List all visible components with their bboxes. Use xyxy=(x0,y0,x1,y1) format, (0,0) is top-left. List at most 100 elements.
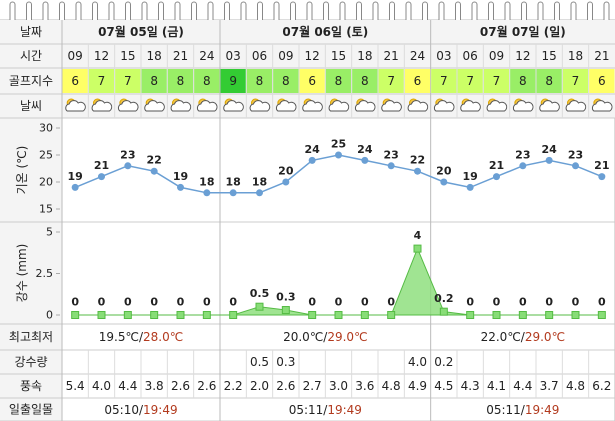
cloud-icon xyxy=(381,100,402,112)
y-tick-label: 30 xyxy=(39,122,53,135)
temp-label: 24 xyxy=(357,143,373,156)
golf-index: 6 xyxy=(308,74,316,88)
rain-label: 0 xyxy=(598,296,606,309)
golf-cell xyxy=(141,69,167,93)
temp-label: 24 xyxy=(305,143,321,156)
rain-point xyxy=(71,311,80,319)
y-axis-label: 강수 (mm) xyxy=(15,244,29,303)
time: 21 xyxy=(384,49,399,63)
row-label: 최고최저 xyxy=(9,330,53,344)
temp-point xyxy=(545,156,553,164)
sunrise: 05:11 xyxy=(289,403,324,417)
golf-index: 8 xyxy=(256,74,264,88)
temp-point xyxy=(256,189,263,197)
wind-speed: 2.0 xyxy=(250,379,269,393)
temp-point xyxy=(572,162,579,170)
sunset: 19:49 xyxy=(327,403,362,417)
golf-cell xyxy=(115,69,141,93)
rain-label: 0 xyxy=(229,296,237,309)
sunrise: 05:10 xyxy=(104,403,139,417)
min-max: 20.0℃/29.0℃ xyxy=(283,330,367,344)
golf-cell xyxy=(325,69,352,93)
temp-point xyxy=(387,162,395,170)
cloud-icon xyxy=(275,100,297,112)
max: 28.0℃ xyxy=(143,330,183,344)
temp-label: 23 xyxy=(384,148,399,161)
cloud-icon xyxy=(591,100,613,112)
rain-point xyxy=(334,311,343,319)
rain-label: 0 xyxy=(335,296,343,309)
min-max: 22.0℃/29.0℃ xyxy=(481,330,565,344)
time: 24 xyxy=(199,49,214,63)
rain-label: 0 xyxy=(177,296,185,309)
golf-cell xyxy=(352,69,378,93)
temp-label: 24 xyxy=(542,143,558,156)
cloud-icon xyxy=(223,100,244,112)
golf-cell xyxy=(562,69,589,93)
rain-label: 0 xyxy=(150,296,158,309)
rain-point xyxy=(545,311,554,319)
golf-index: 9 xyxy=(229,74,237,88)
rain-label: 0 xyxy=(493,296,501,309)
temp-point xyxy=(124,162,132,170)
golf-cell xyxy=(483,69,510,93)
sep: / xyxy=(521,403,526,417)
wind-speed: 2.6 xyxy=(276,379,295,393)
golf-cell xyxy=(194,69,220,93)
wind-speed: 3.7 xyxy=(540,379,559,393)
rain-point xyxy=(492,311,501,319)
date: 07월 07일 (일) xyxy=(480,24,566,39)
golf-cell xyxy=(273,69,299,93)
wind-speed: 4.8 xyxy=(382,379,401,393)
golf-index: 8 xyxy=(545,74,553,88)
cloud-icon xyxy=(328,100,350,112)
cloud-icon xyxy=(512,100,534,112)
temp-point xyxy=(598,173,606,181)
temp-label: 23 xyxy=(568,148,583,161)
temp-point xyxy=(440,178,448,186)
golf-index: 7 xyxy=(124,74,132,88)
sep: / xyxy=(139,330,144,344)
sun-times: 05:10/19:49 xyxy=(104,403,177,417)
rain-amount: 0.5 xyxy=(250,355,269,369)
golf-cell xyxy=(404,69,431,93)
temp-label: 19 xyxy=(463,170,478,183)
sep: / xyxy=(521,330,526,344)
sun-times: 05:11/19:49 xyxy=(486,403,559,417)
rain-label: 0.3 xyxy=(276,291,296,304)
row-label: 풍속 xyxy=(20,379,42,393)
sunset: 19:49 xyxy=(143,403,178,417)
wind-speed: 4.1 xyxy=(487,379,506,393)
temp-point xyxy=(361,156,369,164)
sunrise: 05:11 xyxy=(486,403,521,417)
temp-point xyxy=(203,189,211,197)
golf-cell xyxy=(589,69,615,93)
temp-point xyxy=(493,173,500,181)
temp-point xyxy=(229,189,237,197)
wind-speed: 3.6 xyxy=(355,379,374,393)
wind-speed: 4.4 xyxy=(513,379,532,393)
time: 12 xyxy=(305,49,320,63)
row-label: 일출일몰 xyxy=(9,403,53,417)
time: 24 xyxy=(410,49,425,63)
golf-index: 7 xyxy=(440,74,448,88)
golf-index: 8 xyxy=(335,74,343,88)
temp-point xyxy=(98,173,105,181)
time: 15 xyxy=(542,49,557,63)
wind-speed: 4.5 xyxy=(434,379,453,393)
cloud-icon xyxy=(91,100,113,112)
time: 21 xyxy=(173,49,188,63)
label-col xyxy=(0,20,62,421)
temp-point xyxy=(308,156,316,164)
cloud-icon xyxy=(460,100,481,112)
golf-cell xyxy=(167,69,194,93)
rain-label: 0 xyxy=(387,296,395,309)
temp-label: 23 xyxy=(515,148,530,161)
temp-label: 19 xyxy=(68,170,83,183)
wind-speed: 2.7 xyxy=(303,379,322,393)
wind-speed: 4.0 xyxy=(92,379,111,393)
y-tick-label: 15 xyxy=(39,203,53,216)
rain-point xyxy=(518,311,527,319)
rain-point xyxy=(281,306,290,315)
golf-index: 6 xyxy=(414,74,422,88)
